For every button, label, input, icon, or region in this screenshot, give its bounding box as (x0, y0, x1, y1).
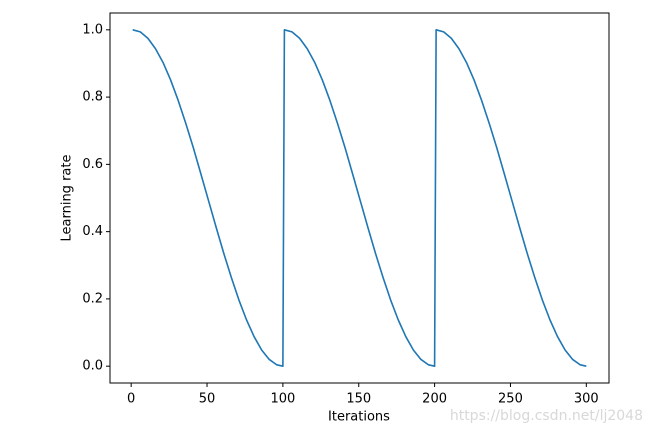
x-tick-label: 200 (422, 392, 447, 407)
line-series (132, 29, 587, 367)
y-tick-label: 0.6 (82, 157, 103, 172)
y-tick-label: 0.2 (82, 291, 103, 306)
y-tick-label: 0.8 (82, 90, 103, 105)
y-tick-label: 0.0 (82, 359, 103, 374)
x-axis-label: Iterations (328, 410, 390, 425)
y-axis-label: Learning rate (60, 155, 75, 242)
watermark: https://blog.csdn.net/lj2048 (450, 408, 643, 424)
x-tick-label: 0 (127, 392, 135, 407)
y-tick-label: 1.0 (82, 22, 103, 37)
x-tick-label: 150 (346, 392, 371, 407)
y-tick-label: 0.4 (82, 224, 103, 239)
x-tick-label: 100 (270, 392, 295, 407)
plot-frame (109, 12, 610, 384)
x-tick-label: 250 (498, 392, 523, 407)
x-tick-label: 300 (574, 392, 599, 407)
x-tick-label: 50 (199, 392, 216, 407)
